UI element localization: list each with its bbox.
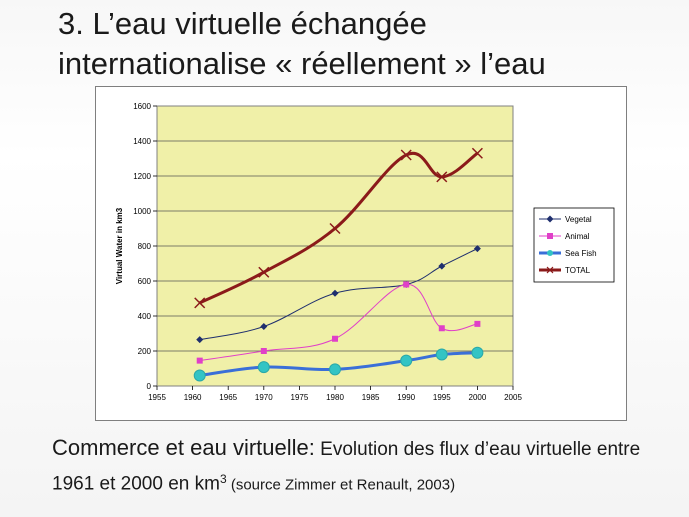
caption-source: (source Zimmer et Renault, 2003) bbox=[226, 476, 456, 494]
y-tick-label: 600 bbox=[138, 277, 152, 286]
y-axis-label: Virtual Water in km3 bbox=[115, 207, 124, 284]
data-point-vegetal bbox=[331, 289, 339, 297]
x-tick-label: 2005 bbox=[504, 393, 522, 402]
title-line-1: 3. L’eau virtuelle échangée bbox=[58, 6, 427, 41]
x-tick-label: 2000 bbox=[469, 393, 487, 402]
chart-frame: 0 200 400 600 800 1000 1200 1400 1600 1955 1960 196… bbox=[95, 86, 627, 421]
data-point-total bbox=[400, 149, 412, 161]
legend-marker-sea-fish bbox=[547, 250, 553, 256]
caption-text: Evolution des flux d’eau virtuelle entre… bbox=[52, 439, 641, 495]
data-point-total bbox=[329, 222, 341, 235]
x-tick-label: 1985 bbox=[362, 393, 380, 402]
data-point-sea-fish bbox=[257, 361, 270, 374]
y-tick-label: 1600 bbox=[133, 102, 151, 111]
caption: Commerce et eau virtuelle: Evolution des… bbox=[52, 434, 682, 499]
data-point-animal bbox=[260, 348, 267, 354]
y-tick-label: 1000 bbox=[133, 207, 151, 216]
data-point-sea-fish bbox=[400, 354, 413, 367]
y-tick-label: 800 bbox=[138, 242, 152, 251]
legend-label-vegetal: Vegetal bbox=[565, 215, 592, 224]
data-point-vegetal bbox=[196, 336, 204, 344]
data-point-total bbox=[258, 266, 270, 278]
title-line-2: internationalise « réellement » l’eau bbox=[58, 46, 546, 81]
y-tick-label: 1400 bbox=[133, 137, 151, 146]
data-point-animal bbox=[332, 335, 338, 342]
virtual-water-chart: 0 200 400 600 800 1000 1200 1400 1600 1955 1960 196… bbox=[115, 102, 615, 402]
legend-marker-total bbox=[546, 266, 554, 274]
legend-marker-vegetal bbox=[546, 215, 554, 223]
y-tick-label: 1200 bbox=[133, 172, 151, 181]
legend-label-animal: Animal bbox=[565, 232, 590, 241]
data-point-animal bbox=[474, 320, 481, 327]
x-tick-label: 1990 bbox=[397, 393, 415, 402]
caption-lead: Commerce et eau virtuelle: bbox=[52, 435, 315, 460]
legend-label-sea-fish: Sea Fish bbox=[565, 249, 597, 258]
x-tick-label: 1955 bbox=[148, 393, 166, 402]
x-tick-label: 1970 bbox=[255, 393, 273, 402]
data-point-sea-fish bbox=[193, 369, 206, 382]
data-point-vegetal bbox=[473, 245, 481, 253]
legend-label-total: TOTAL bbox=[565, 266, 591, 275]
legend-marker-animal bbox=[547, 233, 553, 239]
y-tick-label: 400 bbox=[138, 312, 152, 321]
slide-title: 3. L’eau virtuelle échangée internationa… bbox=[58, 4, 678, 84]
x-tick-label: 1980 bbox=[326, 393, 344, 402]
caption-superscript: 3 bbox=[219, 472, 227, 486]
data-point-vegetal bbox=[438, 262, 446, 270]
x-tick-label: 1965 bbox=[219, 393, 237, 402]
data-point-sea-fish bbox=[435, 348, 448, 361]
x-tick-label: 1975 bbox=[291, 393, 309, 402]
data-point-sea-fish bbox=[471, 346, 484, 359]
data-point-sea-fish bbox=[329, 363, 341, 376]
data-point-total bbox=[194, 297, 206, 309]
x-tick-label: 1960 bbox=[184, 393, 202, 402]
data-point-total bbox=[436, 171, 448, 183]
data-point-animal bbox=[438, 325, 445, 332]
x-tick-label: 1995 bbox=[433, 393, 451, 402]
data-point-total bbox=[471, 147, 483, 159]
data-point-vegetal bbox=[260, 323, 268, 330]
y-tick-label: 0 bbox=[147, 382, 152, 391]
data-point-animal bbox=[403, 281, 410, 288]
data-point-animal bbox=[196, 357, 203, 364]
y-tick-label: 200 bbox=[138, 347, 152, 356]
